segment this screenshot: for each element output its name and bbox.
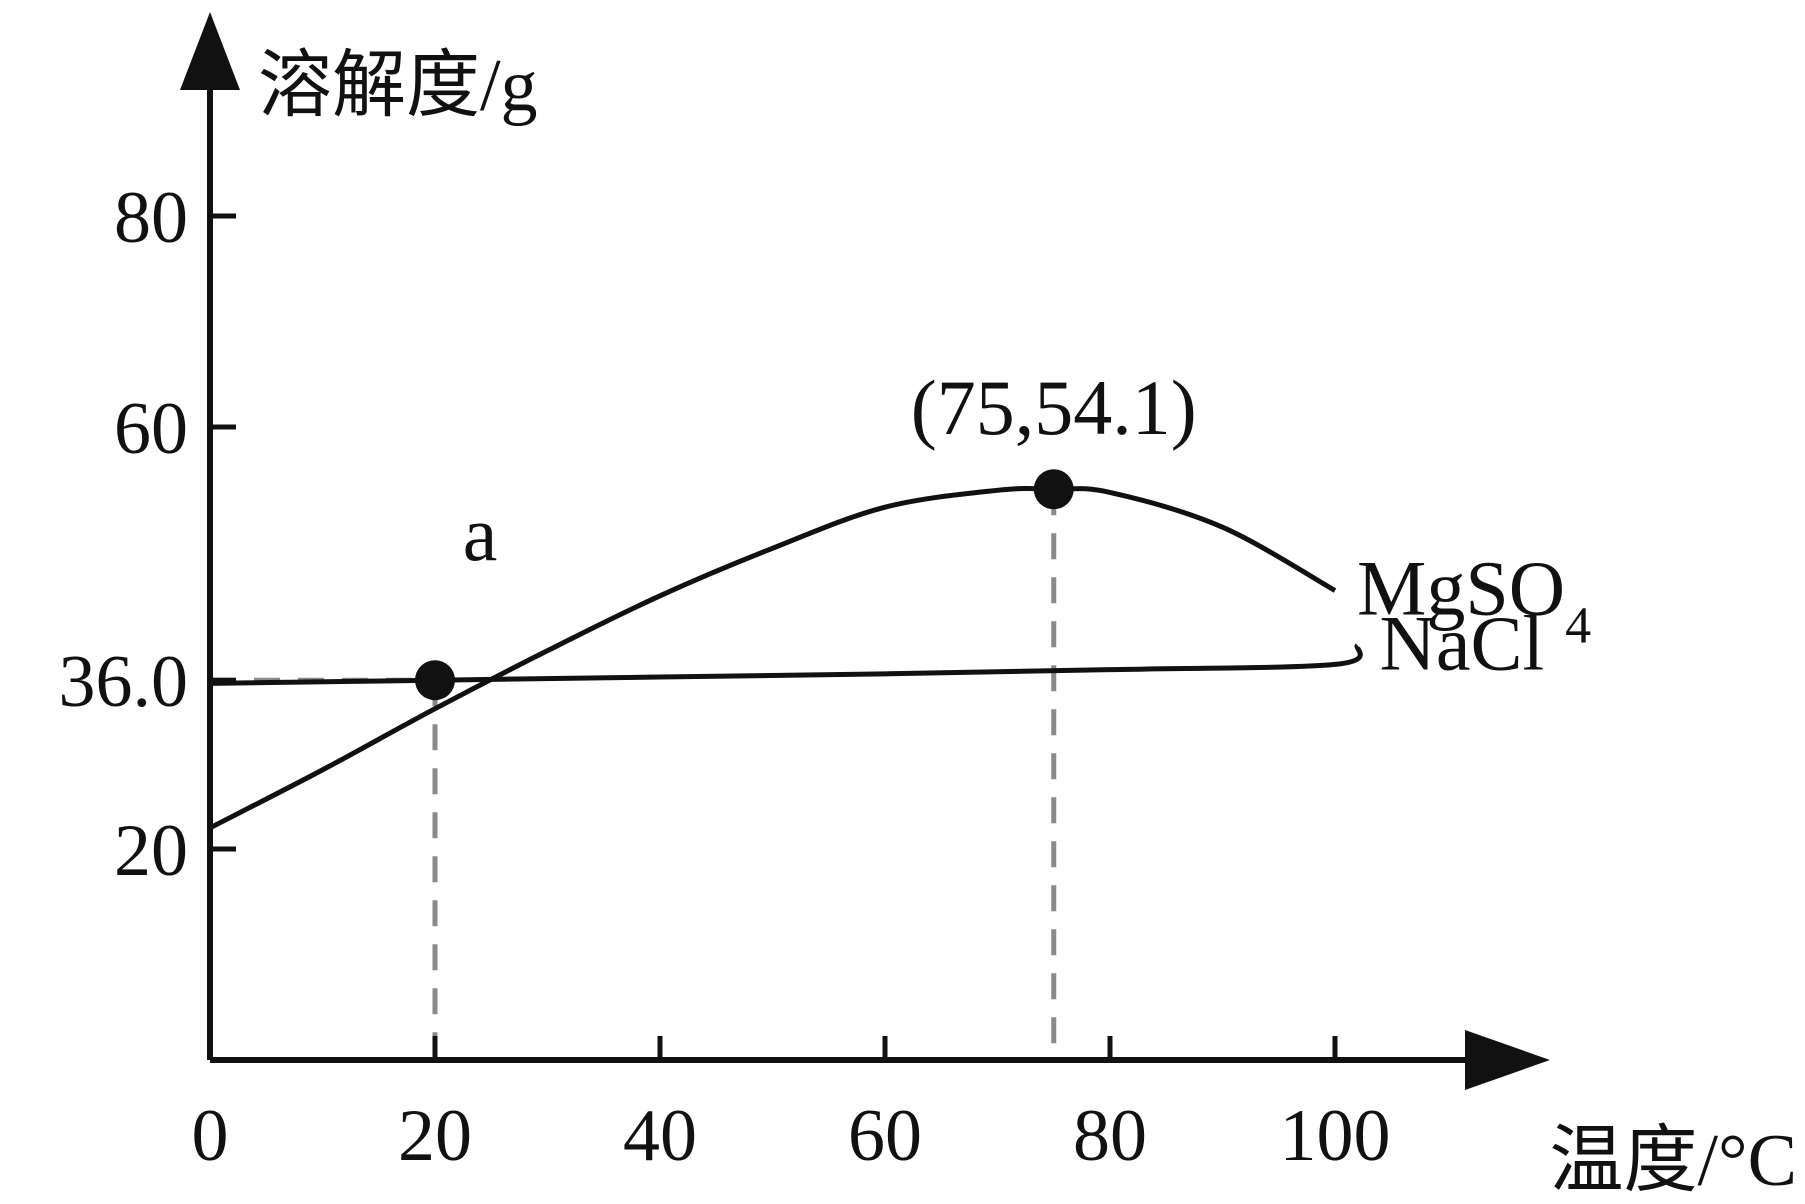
y-tick-label: 36.0: [59, 641, 189, 723]
guide-lines: [210, 489, 1057, 1060]
x-tick-label: 80: [1073, 1095, 1147, 1177]
series-label-nacl: NaCl: [1380, 599, 1545, 686]
labels: 0 20 40 60 80 1002036.06080溶解度/g温度/°CMgSO4NaC…: [59, 45, 1798, 1202]
axes: [180, 12, 1550, 1090]
y-tick-label: 60: [114, 388, 188, 470]
y-axis-title: 溶解度/g: [258, 45, 538, 127]
marked-point-label: (75,54.1): [911, 364, 1197, 451]
x-axis-arrow: [1465, 1030, 1550, 1090]
y-tick-label: 20: [114, 810, 188, 892]
marked-points: [415, 469, 1074, 701]
curves: [208, 486, 1363, 831]
x-tick-label: 20: [398, 1095, 472, 1177]
x-tick-label: 40: [623, 1095, 697, 1177]
x-tick-label: 0: [192, 1095, 229, 1177]
series-line-nacl: [209, 643, 1363, 686]
x-tick-label: 100: [1280, 1095, 1391, 1177]
series-line-mgso4: [208, 486, 1337, 831]
y-tick-label: 80: [114, 177, 188, 259]
marked-point-label: a: [463, 490, 498, 577]
y-axis-arrow: [180, 12, 240, 90]
marked-point: [415, 660, 455, 701]
marked-point: [1033, 469, 1074, 510]
x-tick-label: 60: [848, 1095, 922, 1177]
x-axis-title: 温度/°C: [1549, 1120, 1797, 1202]
